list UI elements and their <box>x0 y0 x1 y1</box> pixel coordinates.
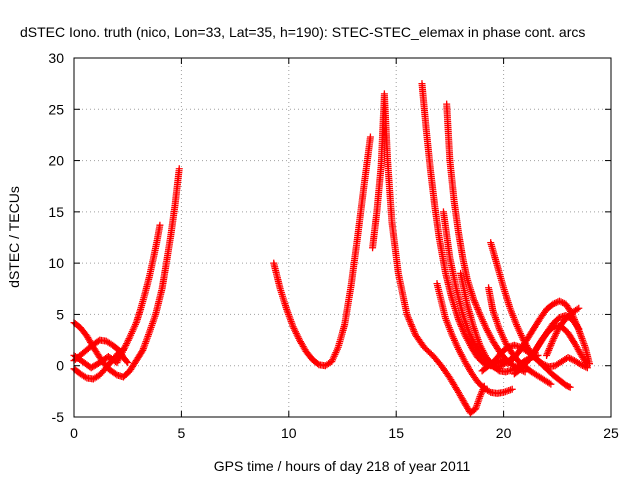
data-point <box>466 331 474 339</box>
data-point <box>552 329 560 337</box>
data-point <box>465 329 473 337</box>
series-9 <box>433 280 516 397</box>
series-11 <box>457 269 542 376</box>
x-tick-label: 5 <box>178 425 186 441</box>
series-5 <box>270 133 374 370</box>
data-point <box>467 332 475 340</box>
data-point <box>508 385 516 393</box>
data-point <box>123 340 131 348</box>
series-4 <box>70 336 132 367</box>
y-tick-label: 15 <box>48 204 64 220</box>
y-tick-label: 0 <box>56 358 64 374</box>
data-point <box>549 336 557 344</box>
data-point <box>567 355 575 363</box>
data-point <box>575 304 583 312</box>
axis-ticks: 0 5 10 15 20 25 -5 0 5 10 15 20 25 30 <box>48 50 619 441</box>
data-point <box>583 362 591 370</box>
data-point <box>566 383 574 391</box>
series-18 <box>543 304 583 359</box>
data-point <box>545 379 553 387</box>
y-tick-label: 20 <box>48 153 64 169</box>
data-point <box>156 221 164 229</box>
data-point <box>366 133 374 141</box>
data-point <box>290 324 298 332</box>
data-point <box>575 325 583 333</box>
data-point <box>551 299 559 307</box>
data-point <box>550 334 558 342</box>
data-point <box>125 335 133 343</box>
y-axis-label: dSTEC / TECUs <box>6 186 22 288</box>
data-point <box>289 323 297 331</box>
data-point <box>294 333 302 341</box>
series-1 <box>70 221 164 372</box>
data-point <box>124 336 132 344</box>
data-point <box>175 165 183 173</box>
plot-frame <box>73 57 612 418</box>
x-tick-label: 20 <box>496 425 512 441</box>
data-point <box>547 380 555 388</box>
data-point <box>559 299 567 307</box>
data-point <box>566 354 574 362</box>
data-point <box>552 299 560 307</box>
data-point <box>138 348 146 356</box>
data-point <box>123 338 131 346</box>
x-tick-label: 10 <box>281 425 297 441</box>
y-tick-label: 30 <box>48 50 64 66</box>
data-point <box>573 305 581 313</box>
x-tick-label: 0 <box>70 425 78 441</box>
data-point <box>123 357 131 365</box>
data-point <box>554 326 562 334</box>
data-point <box>551 331 559 339</box>
data-point <box>291 326 299 334</box>
data-point <box>553 328 561 336</box>
data-point <box>485 387 493 395</box>
data-point <box>555 297 563 305</box>
x-axis-label: GPS time / hours of day 218 of year 2011 <box>214 458 471 474</box>
data-point <box>551 333 559 341</box>
gridlines <box>74 58 611 417</box>
data-point <box>574 323 582 331</box>
data-point <box>293 331 301 339</box>
y-tick-label: 25 <box>48 101 64 117</box>
x-tick-label: 25 <box>603 425 619 441</box>
data-point <box>124 359 132 367</box>
data-point <box>564 354 572 362</box>
data-points <box>70 80 594 417</box>
y-tick-label: 10 <box>48 255 64 271</box>
data-point <box>292 328 300 336</box>
data-point <box>565 383 573 391</box>
y-tick-label: 5 <box>56 306 64 322</box>
chart-title: dSTEC Iono. truth (nico, Lon=33, Lat=35,… <box>20 24 585 40</box>
data-point <box>557 298 565 306</box>
data-point <box>582 360 590 368</box>
data-point <box>122 341 130 349</box>
data-point <box>81 373 89 381</box>
x-tick-label: 15 <box>388 425 404 441</box>
series-8 <box>443 100 529 376</box>
y-tick-label: -5 <box>52 409 65 425</box>
data-point <box>292 329 300 337</box>
data-point <box>549 300 557 308</box>
data-point <box>112 370 120 378</box>
